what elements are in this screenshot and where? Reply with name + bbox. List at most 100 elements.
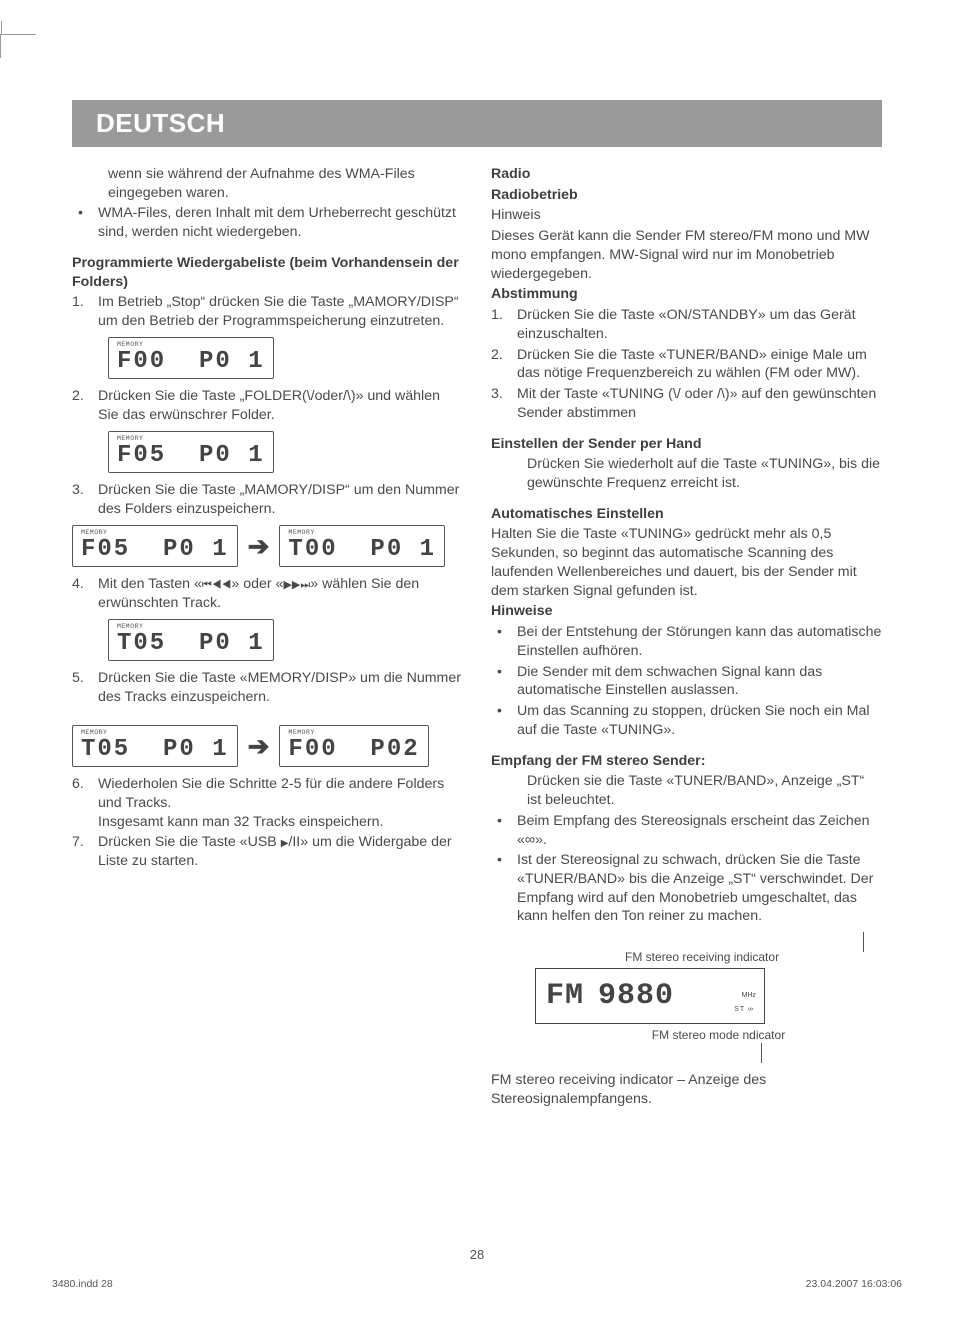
- step-num: 6.: [72, 775, 98, 831]
- print-footer: 3480.indd 28 23.04.2007 16:03:06: [0, 1278, 954, 1290]
- callout-label: FM stereo receiving indicator: [625, 950, 954, 966]
- prev-track-icon: ⏮◀◀: [202, 579, 232, 591]
- list-item: • Beim Empfang des Stereosignals erschei…: [491, 812, 882, 849]
- heading-text: Automatisches Einstellen: [491, 506, 664, 522]
- programmed-steps: 6.Wiederholen Sie die Schritte 2-5 für d…: [72, 775, 463, 871]
- lcd-row: MEMORY T05 P0 1: [108, 619, 463, 662]
- programmed-steps: 3.Drücken Sie die Taste „MAMORY/DISP“ um…: [72, 481, 463, 518]
- heading-text: Einstellen der Sender per Hand: [491, 436, 702, 452]
- step-text: Wiederholen Sie die Schritte 2-5 für die…: [98, 775, 463, 831]
- list-item: •Ist der Stereosignal zu schwach, drücke…: [491, 851, 882, 926]
- list-item: 6.Wiederholen Sie die Schritte 2-5 für d…: [72, 775, 463, 831]
- step-num: 4.: [72, 575, 98, 612]
- bullet-text: Ist der Stereosignal zu schwach, drücken…: [517, 851, 882, 926]
- header-title: DEUTSCH: [96, 108, 225, 138]
- programmed-steps: 4. Mit den Tasten «⏮◀◀» oder «▶▶⏭» wähle…: [72, 575, 463, 612]
- body-text: Dieses Gerät kann die Sender FM stereo/F…: [491, 227, 882, 283]
- callout-label: FM stereo mode ndicator: [555, 1028, 882, 1044]
- lcd-text: F05 P0 1: [81, 536, 229, 563]
- callout-line: [863, 932, 864, 952]
- subheading: Abstimmung: [491, 285, 882, 304]
- next-track-icon: ▶▶⏭: [283, 579, 310, 591]
- step-num: 3.: [72, 481, 98, 518]
- step-text: Mit den Tasten «⏮◀◀» oder «▶▶⏭» wählen S…: [98, 575, 463, 612]
- heading-text: Abstimmung: [491, 286, 578, 302]
- programmed-steps: 2.Drücken Sie die Taste „FOLDER(\/oder/\…: [72, 387, 463, 424]
- fm-frequency: 9880: [598, 977, 674, 1017]
- list-item: 2.Drücken Sie die Taste «TUNER/BAND» ein…: [491, 346, 882, 383]
- body-text: Drücken sie die Taste «TUNER/BAND», Anze…: [491, 772, 882, 809]
- programmed-steps: 5.Drücken Sie die Taste «MEMORY/DISP» um…: [72, 669, 463, 706]
- step-text: Im Betrieb „Stop“ drücken Sie die Taste …: [98, 293, 463, 330]
- bullet-dot: •: [72, 204, 98, 241]
- lcd-display: MEMORY T00 P0 1: [279, 525, 445, 568]
- programmed-steps: 1.Im Betrieb „Stop“ drücken Sie die Tast…: [72, 293, 463, 330]
- bullet-dot: •: [491, 663, 517, 700]
- lcd-display: MEMORY F00 P0 1: [108, 337, 274, 380]
- crop-mark: [0, 34, 36, 58]
- list-item: •Bei der Entstehung der Störungen kann d…: [491, 623, 882, 660]
- abstimmung-steps: 1.Drücken Sie die Taste «ON/STANDBY» um …: [491, 306, 882, 422]
- fm-band: FM: [546, 977, 584, 1017]
- heading-text: Hinweise: [491, 603, 553, 619]
- subheading: Automatisches Einstellen: [491, 505, 882, 524]
- bullet-dot: •: [491, 812, 517, 849]
- arrow-icon: ➔: [248, 729, 270, 763]
- left-column: wenn sie während der Aufnahme des WMA-Fi…: [72, 165, 463, 1111]
- step-text: Drücken Sie die Taste «USB ▶/II» um die …: [98, 833, 463, 870]
- footer-timestamp: 23.04.2007 16:03:06: [806, 1278, 902, 1290]
- list-item: •WMA-Files, deren Inhalt mit dem Urheber…: [72, 204, 463, 241]
- lcd-text: T00 P0 1: [288, 536, 436, 563]
- step-num: 2.: [491, 346, 517, 383]
- lcd-text: T05 P0 1: [81, 736, 229, 763]
- lcd-text: T05 P0 1: [117, 630, 265, 657]
- text-part: Mit den Tasten «: [98, 576, 202, 592]
- subheading: Empfang der FM stereo Sender:: [491, 752, 882, 771]
- lcd-text: F00 P0 1: [117, 348, 265, 375]
- step-num: 1.: [491, 306, 517, 343]
- lcd-row: MEMORY F00 P0 1: [108, 337, 463, 380]
- list-item: 1.Drücken Sie die Taste «ON/STANDBY» um …: [491, 306, 882, 343]
- manual-page: DEUTSCH wenn sie während der Aufnahme de…: [0, 0, 954, 1318]
- text-part: Drücken Sie die Taste «USB: [98, 834, 281, 850]
- body-text: Halten Sie die Taste «TUNING» gedrückt m…: [491, 525, 882, 600]
- lcd-display: MEMORY F00 P02: [279, 725, 428, 768]
- step-text: Drücken Sie die Taste «MEMORY/DISP» um d…: [98, 669, 463, 706]
- fm-indicator-figure: FM stereo receiving indicator FM 9880 MH…: [535, 932, 882, 1065]
- arrow-icon: ➔: [248, 529, 270, 563]
- heading-text: Radiobetrieb: [491, 187, 578, 203]
- lcd-row: MEMORY F05 P0 1: [108, 431, 463, 474]
- lcd-display: MEMORY F05 P0 1: [108, 431, 274, 474]
- two-column-layout: wenn sie während der Aufnahme des WMA-Fi…: [72, 165, 882, 1111]
- page-number: 28: [0, 1247, 954, 1262]
- step-num: 1.: [72, 293, 98, 330]
- lcd-text: F05 P0 1: [117, 442, 265, 469]
- text-part: ».: [535, 832, 547, 848]
- heading-text: Programmierte Wiedergabeliste (beim Vorh…: [72, 255, 459, 290]
- bullet-dot: •: [491, 702, 517, 739]
- step-num: 7.: [72, 833, 98, 870]
- intro-cont: wenn sie während der Aufnahme des WMA-Fi…: [72, 165, 463, 202]
- text-part: » oder «: [231, 576, 283, 592]
- stereo-icon: ∞: [525, 832, 535, 848]
- step-num: 5.: [72, 669, 98, 706]
- step-text: Drücken Sie die Taste «ON/STANDBY» um da…: [517, 306, 882, 343]
- list-item: 5.Drücken Sie die Taste «MEMORY/DISP» um…: [72, 669, 463, 706]
- language-header: DEUTSCH: [72, 100, 882, 147]
- step-text: Drücken Sie die Taste „MAMORY/DISP“ um d…: [98, 481, 463, 518]
- callout-line: [761, 1043, 762, 1063]
- body-text: Hinweis: [491, 206, 882, 225]
- bullet-text: Bei der Entstehung der Störungen kann da…: [517, 623, 882, 660]
- fm-unit: MHz: [742, 991, 756, 1000]
- lcd-display: MEMORY T05 P0 1: [72, 725, 238, 768]
- step-text: Drücken Sie die Taste «TUNER/BAND» einig…: [517, 346, 882, 383]
- body-text: FM stereo receiving indicator – Anzeige …: [491, 1071, 882, 1108]
- list-item: 3.Mit der Taste «TUNING (\/ oder /\)» au…: [491, 385, 882, 422]
- list-item: •Die Sender mit dem schwachen Signal kan…: [491, 663, 882, 700]
- bullet-dot: •: [491, 623, 517, 660]
- subheading: Radiobetrieb: [491, 186, 882, 205]
- list-item: •Um das Scanning zu stoppen, drücken Sie…: [491, 702, 882, 739]
- fm-st-indicator: ST ∞: [734, 1005, 754, 1014]
- lcd-display: MEMORY F05 P0 1: [72, 525, 238, 568]
- hinweise-list: •Bei der Entstehung der Störungen kann d…: [491, 623, 882, 739]
